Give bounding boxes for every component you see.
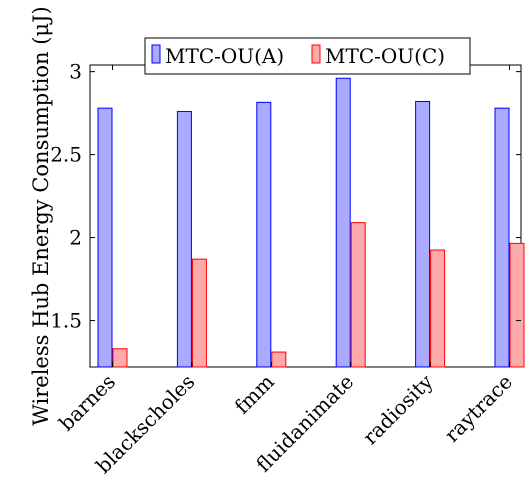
x-tick-label-raytrace: raytrace	[440, 370, 517, 447]
bar-mtc-ou-a-radiosity	[415, 101, 431, 368]
bar-mtc-ou-c-radiosity	[430, 249, 446, 368]
bar-mtc-ou-a-blackscholes	[176, 110, 192, 368]
x-tick-label-fmm: fmm	[230, 370, 279, 419]
y-axis-label: Wireless Hub Energy Consumption (μJ)	[29, 6, 53, 425]
y-tick-label: 1.5	[50, 309, 82, 333]
bar-mtc-ou-c-blackscholes	[191, 258, 207, 368]
legend-swatch-mtc-ou-a	[151, 44, 161, 64]
bars-layer	[97, 77, 525, 368]
x-tick-label-barnes: barnes	[54, 370, 120, 436]
y-tick-label: 2	[69, 226, 82, 250]
bar-mtc-ou-c-fluidanimate	[350, 222, 366, 368]
bar-mtc-ou-c-raytrace	[509, 242, 525, 368]
y-tick-label: 3	[69, 60, 82, 84]
bar-mtc-ou-a-raytrace	[494, 107, 510, 368]
legend-label-mtc-ou-c: MTC-OU(C)	[325, 44, 445, 68]
legend-box	[144, 37, 471, 75]
legend-swatch-mtc-ou-c	[311, 44, 321, 64]
x-tick-label-radiosity: radiosity	[358, 369, 438, 449]
plot-frame	[89, 64, 522, 368]
bar-mtc-ou-a-fmm	[256, 101, 272, 368]
bar-mtc-ou-c-fmm	[271, 351, 287, 368]
legend-label-mtc-ou-a: MTC-OU(A)	[165, 44, 284, 68]
bar-mtc-ou-a-barnes	[97, 107, 113, 368]
y-tick-label: 2.5	[50, 143, 82, 167]
bar-mtc-ou-c-barnes	[112, 348, 128, 368]
bar-mtc-ou-a-fluidanimate	[335, 77, 351, 368]
legend: MTC-OU(A) MTC-OU(C)	[144, 37, 471, 75]
